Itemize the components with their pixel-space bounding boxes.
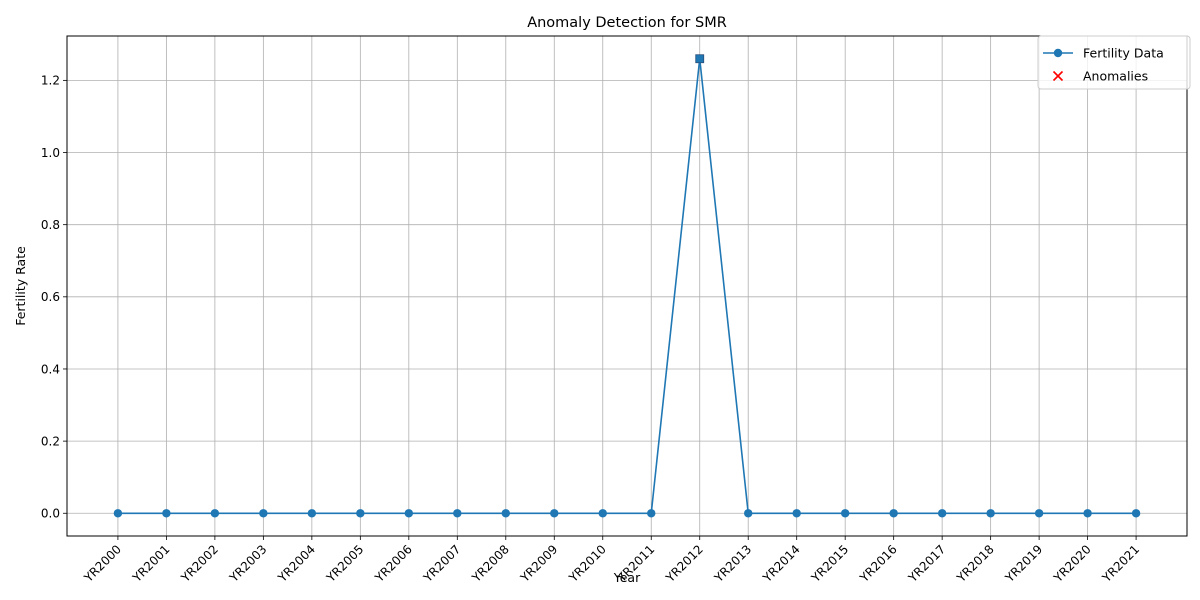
y-tick-label: 0.8 <box>41 218 60 232</box>
plot-frame <box>66 35 1188 537</box>
data-point <box>259 509 268 518</box>
y-tick-label: 1.2 <box>41 74 60 88</box>
legend: Fertility Data Anomalies <box>1037 35 1191 90</box>
data-point <box>307 509 317 518</box>
legend-label-fertility-data: Fertility Data <box>1083 46 1164 61</box>
y-tick-label: 0.6 <box>41 290 60 304</box>
data-point <box>162 509 171 518</box>
data-point <box>744 509 753 518</box>
data-point <box>453 509 462 518</box>
data-point <box>1034 509 1044 518</box>
data-point <box>889 509 898 518</box>
data-point <box>404 509 414 518</box>
data-point <box>598 509 607 518</box>
data-point <box>113 509 123 518</box>
data-point <box>356 509 365 518</box>
y-tick-label: 0.4 <box>41 362 60 376</box>
legend-marker-anomalies <box>1052 70 1064 82</box>
data-point <box>1131 509 1141 518</box>
legend-frame <box>1037 35 1191 90</box>
data-point <box>840 509 850 518</box>
y-tick-label: 1.0 <box>41 146 60 160</box>
data-point <box>937 509 947 518</box>
chart-title: Anomaly Detection for SMR <box>527 15 727 31</box>
series-layer <box>113 54 1141 518</box>
data-point <box>1083 509 1092 518</box>
y-axis-label: Fertility Rate <box>13 246 28 326</box>
y-tick-label: 0.0 <box>41 507 60 521</box>
legend-label-anomalies: Anomalies <box>1083 69 1148 84</box>
data-point <box>986 509 995 518</box>
series-line-fertility-data <box>117 57 1137 515</box>
data-point <box>792 509 801 518</box>
data-point <box>501 509 510 518</box>
highlight-marker <box>695 54 705 64</box>
data-point <box>210 509 220 518</box>
legend-marker-fertility-data <box>1053 48 1063 58</box>
data-point <box>550 509 559 518</box>
y-tick-label: 0.2 <box>41 434 60 448</box>
x-axis-label: Year <box>613 570 641 585</box>
data-point <box>647 509 656 518</box>
